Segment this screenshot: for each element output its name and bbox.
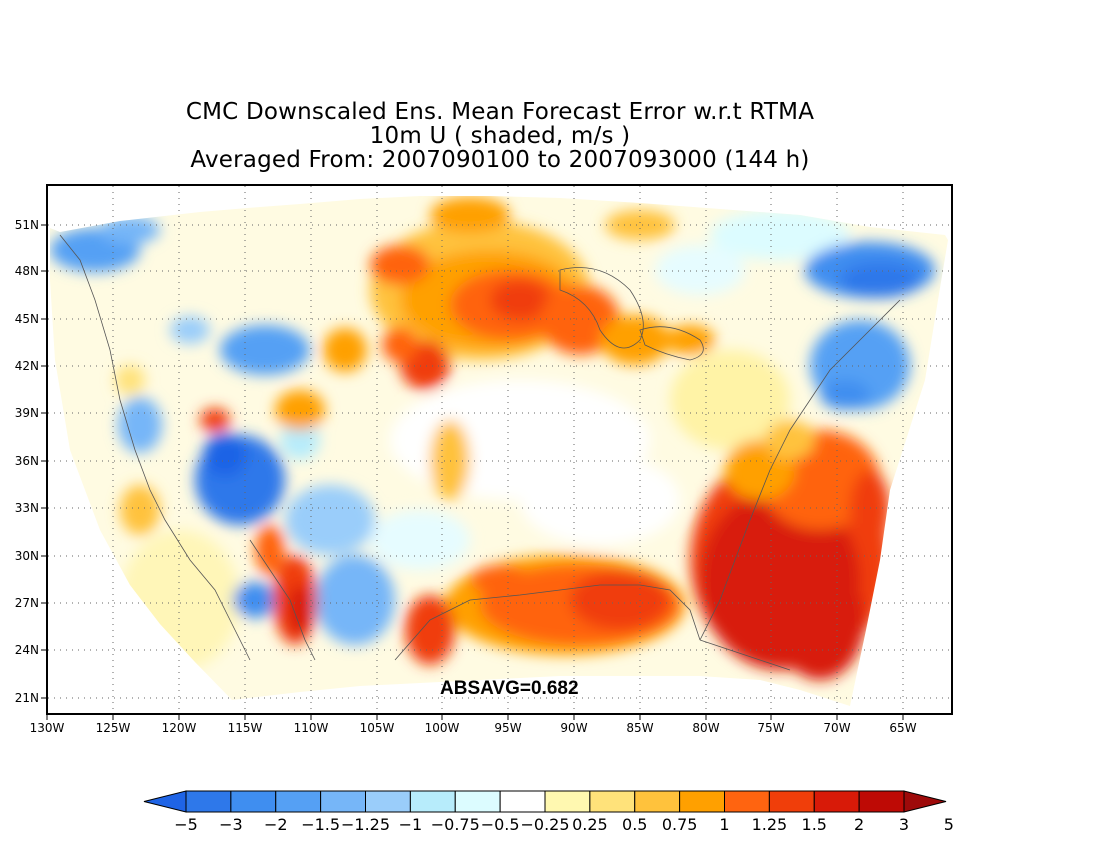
lon-label: 75W bbox=[757, 721, 784, 735]
map-title: CMC Downscaled Ens. Mean Forecast Error … bbox=[0, 100, 1000, 172]
lat-label: 30N bbox=[15, 549, 39, 563]
colorbar-arrow-low bbox=[143, 790, 187, 813]
colorbar-label: 3 bbox=[899, 815, 909, 834]
title-line-2: 10m U ( shaded, m/s ) bbox=[369, 123, 631, 149]
gulf-coastline bbox=[394, 584, 701, 661]
colorbar-label: −0.25 bbox=[520, 815, 569, 834]
baja-gulf-coast bbox=[249, 539, 316, 661]
colorbar-label: 0.25 bbox=[572, 815, 608, 834]
lat-label: 21N bbox=[15, 691, 39, 705]
map-frame bbox=[46, 184, 953, 715]
cuba-outline bbox=[699, 639, 791, 671]
colorbar-label: 5 bbox=[944, 815, 954, 834]
colorbar-box bbox=[499, 790, 546, 813]
lat-label: 24N bbox=[15, 643, 39, 657]
lat-label: 27N bbox=[15, 596, 39, 610]
colorbar: −5 −3 −2 −1.5 −1.25 −1 −0.75 −0.5 −0.25 0.25 0.5 0.… bbox=[143, 790, 954, 834]
shaded-error-field bbox=[50, 196, 948, 706]
coastlines bbox=[59, 234, 901, 671]
title-line-3: Averaged From: 2007090100 to 2007093000 … bbox=[190, 147, 810, 173]
colorbar-label: −1.5 bbox=[301, 815, 340, 834]
lon-label: 95W bbox=[494, 721, 521, 735]
lon-label: 100W bbox=[425, 721, 460, 735]
lon-label: 65W bbox=[889, 721, 916, 735]
colorbar-label: −2 bbox=[264, 815, 288, 834]
lon-label: 105W bbox=[360, 721, 395, 735]
lat-label: 42N bbox=[15, 359, 39, 373]
colorbar-box bbox=[185, 790, 232, 813]
colorbar-label: −5 bbox=[174, 815, 198, 834]
pacific-coastline bbox=[59, 234, 251, 661]
colorbar-label: 1.25 bbox=[752, 815, 788, 834]
axis-ticks bbox=[41, 224, 904, 720]
colorbar-label: −3 bbox=[219, 815, 243, 834]
colorbar-label: −0.5 bbox=[481, 815, 520, 834]
lon-label: 70W bbox=[823, 721, 850, 735]
lon-label: 125W bbox=[96, 721, 131, 735]
colorbar-box bbox=[409, 790, 456, 813]
colorbar-label: −1.25 bbox=[341, 815, 390, 834]
colorbar-box bbox=[858, 790, 905, 813]
lon-label: 90W bbox=[560, 721, 587, 735]
lon-label: 120W bbox=[162, 721, 197, 735]
title-line-1: CMC Downscaled Ens. Mean Forecast Error … bbox=[185, 99, 815, 125]
great-lakes-outline bbox=[559, 267, 644, 349]
colorbar-box bbox=[768, 790, 815, 813]
colorbar-label: 2 bbox=[854, 815, 864, 834]
lon-label: 85W bbox=[626, 721, 653, 735]
colorbar-box bbox=[230, 790, 277, 813]
colorbar-label: 0.75 bbox=[662, 815, 698, 834]
colorbar-box bbox=[544, 790, 591, 813]
lat-label: 45N bbox=[15, 312, 39, 326]
lon-label: 110W bbox=[294, 721, 329, 735]
colorbar-box bbox=[679, 790, 725, 813]
colorbar-box bbox=[634, 790, 681, 813]
latitude-labels: 51N 48N 45N 42N 39N 36N 33N 30N 27N 24N … bbox=[15, 218, 39, 705]
colorbar-label: 0.5 bbox=[622, 815, 647, 834]
colorbar-label: −0.75 bbox=[431, 815, 480, 834]
colorbar-box bbox=[813, 790, 860, 813]
longitude-labels: 130W 125W 120W 115W 110W 105W 100W 95W 9… bbox=[30, 721, 917, 735]
graticule bbox=[48, 186, 952, 714]
colorbar-box bbox=[454, 790, 501, 813]
colorbar-box bbox=[724, 790, 770, 813]
colorbar-arrow-high bbox=[903, 790, 947, 813]
lon-label: 130W bbox=[30, 721, 65, 735]
lat-label: 33N bbox=[15, 501, 39, 515]
colorbar-box bbox=[589, 790, 636, 813]
colorbar-label: 1 bbox=[719, 815, 729, 834]
colorbar-box bbox=[365, 790, 411, 813]
lake-erie-ontario-outline bbox=[639, 326, 704, 361]
lon-label: 80W bbox=[692, 721, 719, 735]
lat-label: 51N bbox=[15, 218, 39, 232]
colorbar-label: 1.5 bbox=[802, 815, 827, 834]
lat-label: 36N bbox=[15, 454, 39, 468]
colorbar-label: −1 bbox=[399, 815, 423, 834]
colorbar-box bbox=[320, 790, 366, 813]
absavg-label: ABSAVG=0.682 bbox=[440, 678, 579, 699]
colorbar-box bbox=[275, 790, 322, 813]
lat-label: 48N bbox=[15, 264, 39, 278]
atlantic-coastline bbox=[699, 299, 901, 641]
lon-label: 115W bbox=[228, 721, 263, 735]
lat-label: 39N bbox=[15, 406, 39, 420]
